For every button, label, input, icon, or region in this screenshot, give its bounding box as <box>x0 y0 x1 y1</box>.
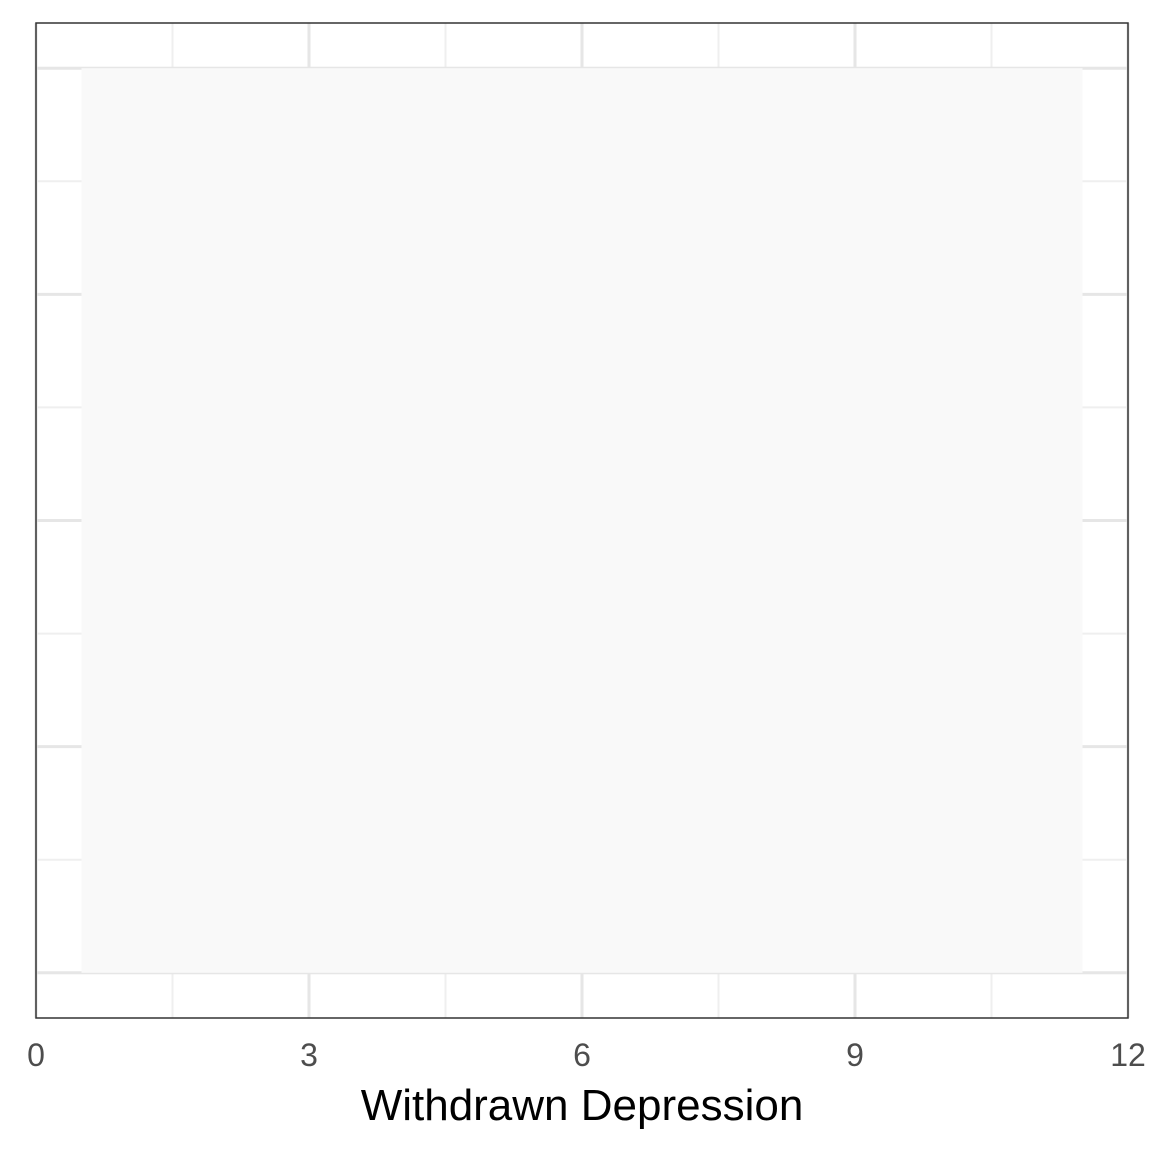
x-axis-title: Withdrawn Depression <box>361 1081 804 1130</box>
panel-border <box>35 22 1129 1019</box>
x-tick-label-9: 9 <box>846 1037 864 1073</box>
x-tick-label-12: 12 <box>1110 1037 1146 1073</box>
x-tick-label-3: 3 <box>300 1037 318 1073</box>
bars <box>81 68 1083 973</box>
x-tick-label-6: 6 <box>573 1037 591 1073</box>
x-tick-label-0: 0 <box>27 1037 45 1073</box>
x-axis-ticks: 0 3 6 9 12 <box>27 1037 1146 1073</box>
bar-0 <box>81 68 1083 973</box>
